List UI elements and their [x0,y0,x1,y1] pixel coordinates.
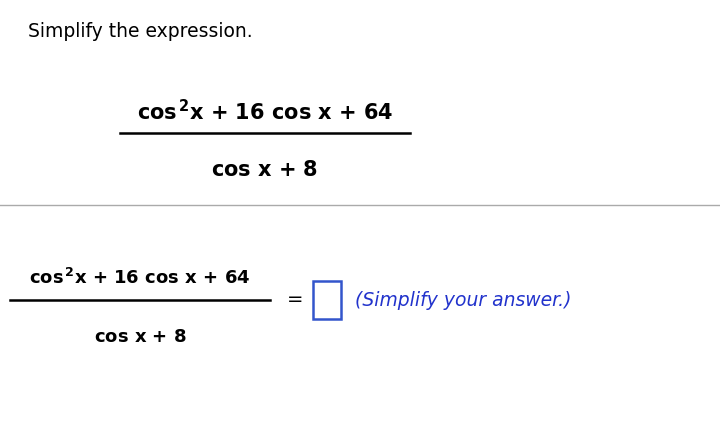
Text: $\bf{cos}$ x + 8: $\bf{cos}$ x + 8 [94,328,186,346]
Text: $\bf{cos}^{\,2}$x + 16 $\bf{cos}$ x + 64: $\bf{cos}^{\,2}$x + 16 $\bf{cos}$ x + 64 [30,268,251,288]
Text: $\bf{cos}$ x + 8: $\bf{cos}$ x + 8 [212,160,318,180]
Text: Simplify the expression.: Simplify the expression. [28,22,253,41]
Text: =: = [287,290,303,309]
Text: $\bf{cos}^{\,2}$x + 16 $\bf{cos}$ x + 64: $\bf{cos}^{\,2}$x + 16 $\bf{cos}$ x + 64 [137,99,393,124]
Text: (Simplify your answer.): (Simplify your answer.) [355,290,572,309]
Bar [313,281,341,319]
